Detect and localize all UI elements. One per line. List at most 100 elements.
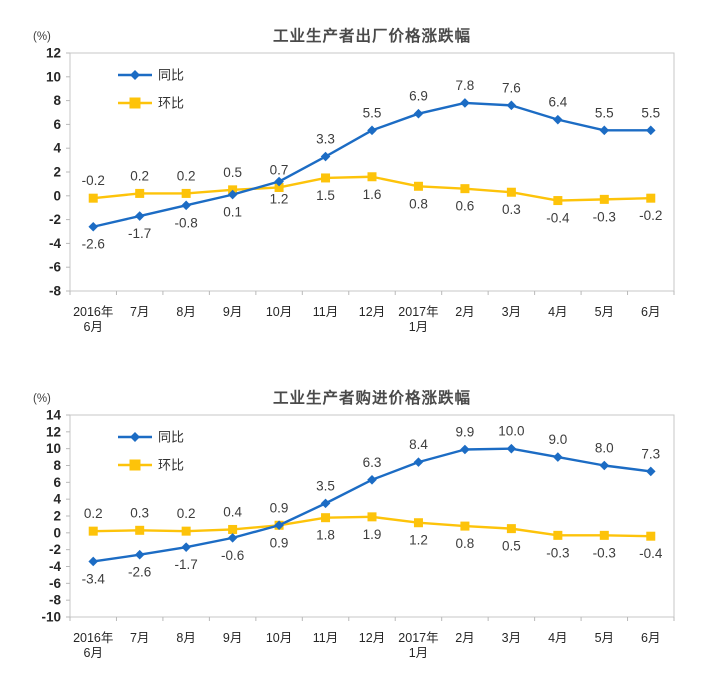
- yoy-marker: [460, 98, 470, 108]
- x-category-label: 1月: [409, 320, 428, 334]
- yoy-line: [92, 101, 651, 228]
- data-label: 0.2: [130, 168, 149, 183]
- data-label: -0.2: [639, 208, 662, 223]
- mom-marker: [553, 530, 563, 540]
- data-label: 0.4: [223, 504, 242, 519]
- yoy-marker: [645, 125, 656, 136]
- y-tick-label: 0: [53, 525, 61, 540]
- data-label: -0.2: [82, 173, 105, 188]
- x-category-label: 10月: [266, 305, 292, 319]
- data-label: 0.5: [502, 539, 521, 554]
- plot-border: [69, 52, 675, 292]
- y-tick-label: 2: [53, 509, 61, 524]
- x-category-label: 12月: [359, 631, 385, 645]
- mom-marker: [274, 182, 284, 192]
- y-tick-label: 6: [53, 117, 61, 132]
- yoy-marker: [599, 460, 610, 471]
- data-label: 9.9: [456, 425, 475, 440]
- yoy-marker: [134, 211, 145, 221]
- data-label: 1.5: [316, 188, 335, 203]
- y-tick-label: 12: [46, 46, 61, 61]
- y-tick-label: 10: [46, 441, 61, 456]
- mom-legend-marker: [129, 97, 141, 109]
- legend-label: 同比: [158, 68, 184, 83]
- x-category-label: 3月: [502, 631, 521, 645]
- mom-marker: [506, 524, 516, 534]
- y-tick-label: -8: [49, 284, 61, 299]
- data-label: 5.5: [363, 105, 382, 120]
- y-tick-label: 4: [53, 492, 61, 507]
- yoy-marker: [181, 542, 191, 552]
- data-label: -0.4: [639, 546, 663, 561]
- mom-marker: [367, 512, 377, 522]
- yoy-marker: [506, 100, 517, 111]
- y-tick-label: -4: [49, 236, 61, 251]
- mom-marker: [413, 181, 423, 191]
- data-label: 7.8: [456, 78, 475, 93]
- mom-marker: [228, 524, 238, 534]
- yoy-marker: [367, 125, 377, 136]
- data-label: 9.0: [548, 432, 567, 447]
- x-category-label: 2016年: [73, 305, 113, 319]
- yoy-marker: [320, 151, 331, 162]
- data-label: -1.7: [128, 226, 151, 241]
- yoy-marker: [274, 176, 284, 187]
- mom-marker: [553, 196, 563, 206]
- yoy-marker: [413, 457, 424, 467]
- mom-marker: [460, 521, 470, 531]
- mom-marker: [506, 187, 516, 197]
- x-category-label: 10月: [266, 631, 292, 645]
- x-category-label: 11月: [313, 305, 338, 319]
- mom-marker: [646, 193, 656, 203]
- yoy-marker: [367, 475, 377, 485]
- yoy-marker: [320, 498, 331, 509]
- x-category-label: 1月: [409, 646, 428, 660]
- data-label: 5.5: [595, 105, 614, 120]
- data-label: 0.2: [177, 506, 196, 521]
- data-label: 1.2: [409, 533, 428, 548]
- x-category-label: 8月: [176, 631, 195, 645]
- yoy-marker: [134, 549, 145, 560]
- y-axis-unit-label: (%): [33, 31, 51, 43]
- mom-marker: [135, 188, 145, 198]
- chart-title: 工业生产者购进价格涨跌幅: [272, 390, 471, 407]
- x-category-label: 2月: [455, 305, 474, 319]
- x-category-label: 6月: [84, 646, 103, 660]
- mom-marker: [413, 518, 423, 528]
- data-label: -0.3: [593, 209, 616, 224]
- yoy-marker: [88, 556, 99, 567]
- yoy-marker: [645, 466, 656, 477]
- data-label: 1.2: [270, 192, 289, 207]
- x-category-label: 7月: [130, 631, 149, 645]
- x-category-label: 5月: [595, 305, 614, 319]
- yoy-legend-marker: [130, 70, 140, 80]
- legend-label: 同比: [158, 430, 184, 445]
- mom-marker: [599, 530, 609, 540]
- data-label: -2.6: [82, 237, 105, 252]
- x-category-label: 11月: [313, 631, 338, 645]
- data-label: -0.8: [175, 215, 198, 230]
- data-label: 5.5: [641, 105, 660, 120]
- x-category-label: 2016年: [73, 631, 113, 645]
- data-label: 0.8: [409, 196, 428, 211]
- x-category-label: 6月: [641, 631, 660, 645]
- ex-factory-price-chart: 工业生产者出厂价格涨跌幅 (%) 12 10 8 6 4 2 0 -2 -4 -6 -8 2016年 6月…: [33, 28, 675, 334]
- data-label: 1.9: [363, 527, 382, 542]
- x-category-label: 2月: [455, 631, 474, 645]
- yoy-marker: [181, 200, 191, 211]
- data-label: 1.8: [316, 528, 335, 543]
- data-label: -0.3: [593, 545, 616, 560]
- mom-marker: [181, 188, 191, 198]
- data-label: 0.3: [130, 505, 149, 520]
- yoy-marker: [460, 444, 470, 455]
- y-axis-unit-label: (%): [33, 393, 51, 405]
- mom-marker: [88, 526, 98, 536]
- y-tick-label: 14: [46, 408, 62, 423]
- data-label: -3.4: [82, 571, 106, 586]
- data-label: 6.3: [363, 455, 382, 470]
- data-label: 0.7: [270, 162, 289, 177]
- mom-marker: [135, 525, 145, 535]
- data-label: -0.3: [546, 545, 569, 560]
